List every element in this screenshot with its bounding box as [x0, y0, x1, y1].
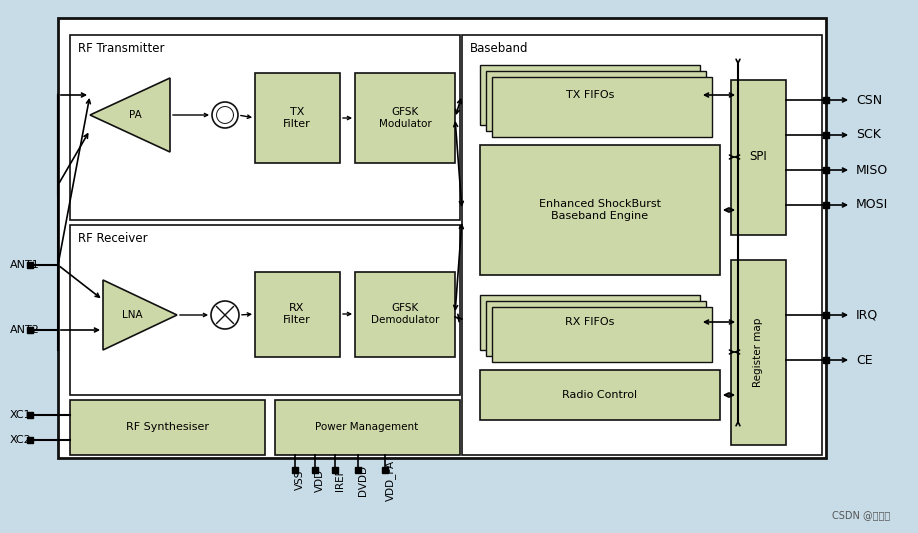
Text: RX
Filter: RX Filter [283, 303, 311, 325]
Text: Register map: Register map [753, 317, 763, 386]
Text: CSDN @鲁平平: CSDN @鲁平平 [832, 510, 890, 520]
Bar [275, 400, 460, 455]
Text: SPI: SPI [749, 150, 767, 164]
Bar [355, 73, 455, 163]
Text: TX
Filter: TX Filter [283, 107, 311, 129]
Text: XC2: XC2 [10, 435, 32, 445]
Bar [731, 80, 786, 235]
Text: RX FIFOs: RX FIFOs [565, 317, 615, 327]
Bar [492, 77, 712, 137]
Text: LNA: LNA [122, 310, 142, 320]
Bar [70, 225, 460, 395]
Text: ANT1: ANT1 [10, 260, 39, 270]
Bar [486, 71, 706, 131]
Text: Radio Control: Radio Control [563, 390, 638, 400]
Bar [492, 307, 712, 362]
Text: GFSK
Demodulator: GFSK Demodulator [371, 303, 439, 325]
Bar [731, 260, 786, 445]
Bar [480, 295, 700, 350]
Text: PA: PA [129, 110, 141, 120]
Bar [255, 73, 340, 163]
Bar [462, 35, 822, 455]
Text: RF Transmitter: RF Transmitter [78, 43, 164, 55]
Text: GFSK
Modulator: GFSK Modulator [378, 107, 431, 129]
Polygon shape [90, 78, 170, 152]
Text: IRQ: IRQ [856, 309, 879, 321]
Bar [58, 18, 826, 458]
Text: CSN: CSN [856, 93, 882, 107]
Text: MOSI: MOSI [856, 198, 889, 212]
Text: SCK: SCK [856, 128, 881, 141]
Text: Power Management: Power Management [316, 422, 419, 432]
Text: RF Receiver: RF Receiver [78, 232, 148, 246]
Text: VDD_PA: VDD_PA [385, 459, 396, 500]
Bar [355, 272, 455, 357]
Text: VDD: VDD [315, 469, 325, 491]
Bar [480, 65, 700, 125]
Bar [486, 301, 706, 356]
Text: VSS: VSS [295, 470, 305, 490]
Text: MISO: MISO [856, 164, 889, 176]
Bar [480, 370, 720, 420]
Polygon shape [103, 280, 177, 350]
Bar [70, 35, 460, 220]
Text: IREF: IREF [335, 469, 345, 491]
Text: ANT2: ANT2 [10, 325, 39, 335]
Text: Enhanced ShockBurst
Baseband Engine: Enhanced ShockBurst Baseband Engine [539, 199, 661, 221]
Text: RF Synthesiser: RF Synthesiser [126, 422, 208, 432]
Bar [70, 400, 265, 455]
Bar [255, 272, 340, 357]
Text: DVDD: DVDD [358, 464, 368, 496]
Bar [480, 145, 720, 275]
Text: CE: CE [856, 353, 873, 367]
Text: XC1: XC1 [10, 410, 31, 420]
Text: Baseband: Baseband [470, 43, 529, 55]
Text: TX FIFOs: TX FIFOs [565, 90, 614, 100]
